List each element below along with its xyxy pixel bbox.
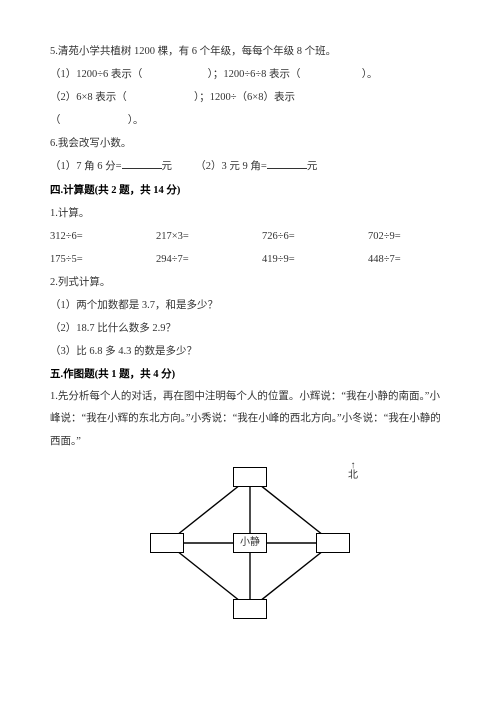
q6-blank1 — [122, 157, 162, 169]
calc-2b: 294÷7= — [156, 248, 238, 271]
q6-parts: （1）7 角 6 分= 元 （2）3 元 9 角= 元 — [50, 155, 450, 178]
q5-1a: （1）1200÷6 表示（ — [50, 69, 142, 80]
calc-1c: 726÷6= — [262, 225, 344, 248]
calc-1d: 702÷9= — [368, 225, 450, 248]
north-label: 北 — [348, 471, 358, 481]
q6-stem: 6.我会改写小数。 — [50, 132, 450, 155]
node-top — [233, 467, 267, 487]
sec4-q2-1: （1）两个加数都是 3.7，和是多少？ — [50, 294, 450, 317]
q5-2c: （ — [50, 115, 61, 126]
q6-1a: （1）7 角 6 分= — [50, 161, 122, 172]
q6-blank2 — [267, 157, 307, 169]
calc-row-1: 312÷6= 217×3= 726÷6= 702÷9= — [50, 225, 450, 248]
sec4-q2-2: （2）18.7 比什么数多 2.9？ — [50, 317, 450, 340]
section4-title: 四.计算题(共 2 题，共 14 分) — [50, 179, 450, 202]
q5-1b: ）；1200÷6÷8 表示（ — [208, 69, 301, 80]
q5-2b: ）；1200÷（6×8）表示 — [194, 92, 295, 103]
q5-part1: （1）1200÷6 表示（ ）；1200÷6÷8 表示（ ）。 — [50, 63, 450, 86]
calc-2d: 448÷7= — [368, 248, 450, 271]
q5-part2-line2: （ ）。 — [50, 109, 450, 132]
sec4-q2: 2.列式计算。 — [50, 271, 450, 294]
node-right — [316, 533, 350, 553]
q6-1b: 元 — [162, 161, 173, 172]
q5-part2-line1: （2）6×8 表示（ ）；1200÷（6×8）表示 — [50, 86, 450, 109]
position-diagram: 小静 ↑ 北 — [120, 459, 380, 629]
calc-row-2: 175÷5= 294÷7= 419÷9= 448÷7= — [50, 248, 450, 271]
q5-2d: ）。 — [128, 115, 144, 126]
sec4-q1: 1.计算。 — [50, 202, 450, 225]
q6-2b: 元 — [307, 161, 318, 172]
q6-2a: （2）3 元 9 角= — [195, 161, 267, 172]
calc-1a: 312÷6= — [50, 225, 132, 248]
node-left — [150, 533, 184, 553]
q5-stem: 5.清苑小学共植树 1200 棵，有 6 个年级，每每个年级 8 个班。 — [50, 40, 450, 63]
section5-title: 五.作图题(共 1 题，共 4 分) — [50, 363, 450, 386]
calc-2a: 175÷5= — [50, 248, 132, 271]
node-center: 小静 — [233, 533, 267, 553]
calc-2c: 419÷9= — [262, 248, 344, 271]
q5-2a: （2）6×8 表示（ — [50, 92, 127, 103]
sec5-q1: 1.先分析每个人的对话，再在图中注明每个人的位置。小辉说：“我在小静的南面。”小… — [50, 386, 450, 452]
calc-1b: 217×3= — [156, 225, 238, 248]
q5-1c: ）。 — [362, 69, 378, 80]
worksheet-page: 5.清苑小学共植树 1200 棵，有 6 个年级，每每个年级 8 个班。 （1）… — [0, 0, 500, 649]
north-indicator: ↑ 北 — [348, 461, 358, 481]
sec4-q2-3: （3）比 6.8 多 4.3 的数是多少？ — [50, 340, 450, 363]
node-bottom — [233, 599, 267, 619]
